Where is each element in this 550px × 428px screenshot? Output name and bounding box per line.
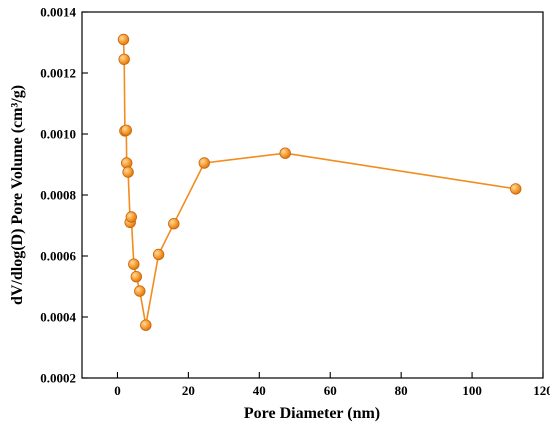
x-tick-label: 120 xyxy=(533,383,550,398)
y-ticks: 0.0002 0.0004 0.0006 0.0008 0.0010 0.0012 0.00… xyxy=(40,5,88,386)
data-point xyxy=(120,124,133,137)
data-point xyxy=(125,211,138,223)
y-tick-label: 0.0004 xyxy=(40,310,76,325)
data-point xyxy=(168,217,180,230)
x-tick-label: 0 xyxy=(114,383,121,398)
plot-area-frame xyxy=(81,11,544,379)
data-point xyxy=(122,166,134,178)
y-tick-label: 0.0012 xyxy=(40,66,76,81)
y-tick-label: 0.0014 xyxy=(40,5,76,20)
series xyxy=(117,33,522,331)
y-tick-label: 0.0002 xyxy=(40,371,76,386)
x-tick-label: 80 xyxy=(395,383,408,398)
axes xyxy=(81,11,544,379)
y-tick-label: 0.0006 xyxy=(40,249,76,264)
data-point xyxy=(152,248,165,261)
data-point xyxy=(198,157,211,169)
series-line xyxy=(122,39,516,326)
y-tick-label: 0.0008 xyxy=(40,188,76,203)
y-tick-label: 0.0010 xyxy=(40,127,76,142)
y-axis-title: dV/dlog(D) Pore Volume (cm³/g) xyxy=(9,85,26,305)
x-tick-label: 40 xyxy=(253,383,266,398)
data-point xyxy=(118,53,130,66)
data-point xyxy=(117,33,130,46)
x-tick-label: 20 xyxy=(182,383,195,398)
x-tick-label: 100 xyxy=(462,383,482,398)
data-point xyxy=(128,258,140,270)
x-axis-title: Pore Diameter (nm) xyxy=(244,405,380,422)
x-tick-label: 60 xyxy=(324,383,337,398)
data-point xyxy=(134,285,146,297)
data-point xyxy=(510,183,522,195)
x-ticks: 0 20 40 60 80 100 120 xyxy=(114,372,550,398)
data-point xyxy=(140,319,152,331)
data-point xyxy=(130,271,143,283)
data-point xyxy=(279,147,291,159)
